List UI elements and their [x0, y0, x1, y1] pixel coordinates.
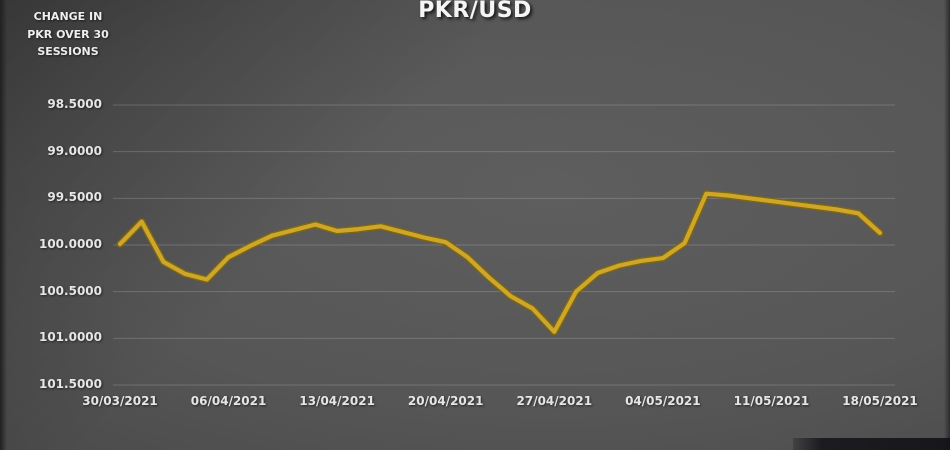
x-tick-label: 11/05/2021 — [733, 394, 810, 408]
corner-annotation-line-2: PKR OVER 30 — [27, 27, 109, 41]
x-tick-label: 04/05/2021 — [625, 394, 701, 408]
corner-annotation: CHANGE IN PKR OVER 30 SESSIONS — [22, 8, 114, 61]
chart-title: PKR/USD — [418, 0, 532, 23]
x-tick-label: 13/04/2021 — [299, 394, 375, 408]
x-tick-label: 06/04/2021 — [190, 394, 267, 408]
y-tick-label: 101.5000 — [38, 377, 102, 391]
y-tick-label: 99.0000 — [47, 143, 102, 158]
y-tick-label: 100.5000 — [38, 283, 102, 298]
price-line-edge — [116, 190, 884, 336]
y-tick-label: 100.0000 — [38, 237, 102, 251]
y-tick-label: 99.5000 — [47, 190, 102, 205]
x-tick-label: 18/05/2021 — [842, 394, 918, 408]
x-tick-label: 30/03/2021 — [82, 394, 158, 408]
right-edge-shadow — [944, 0, 950, 450]
x-tick-label: 27/04/2021 — [516, 394, 593, 408]
left-edge-shadow — [0, 0, 7, 450]
y-tick-label: 98.5000 — [47, 97, 102, 111]
corner-annotation-line-1: CHANGE IN — [33, 10, 103, 23]
corner-annotation-line-3: SESSIONS — [37, 45, 99, 59]
x-tick-label: 20/04/2021 — [407, 394, 484, 408]
y-tick-label: 101.0000 — [38, 330, 102, 345]
cropped-watermark-band — [793, 438, 950, 450]
price-line — [117, 191, 883, 334]
